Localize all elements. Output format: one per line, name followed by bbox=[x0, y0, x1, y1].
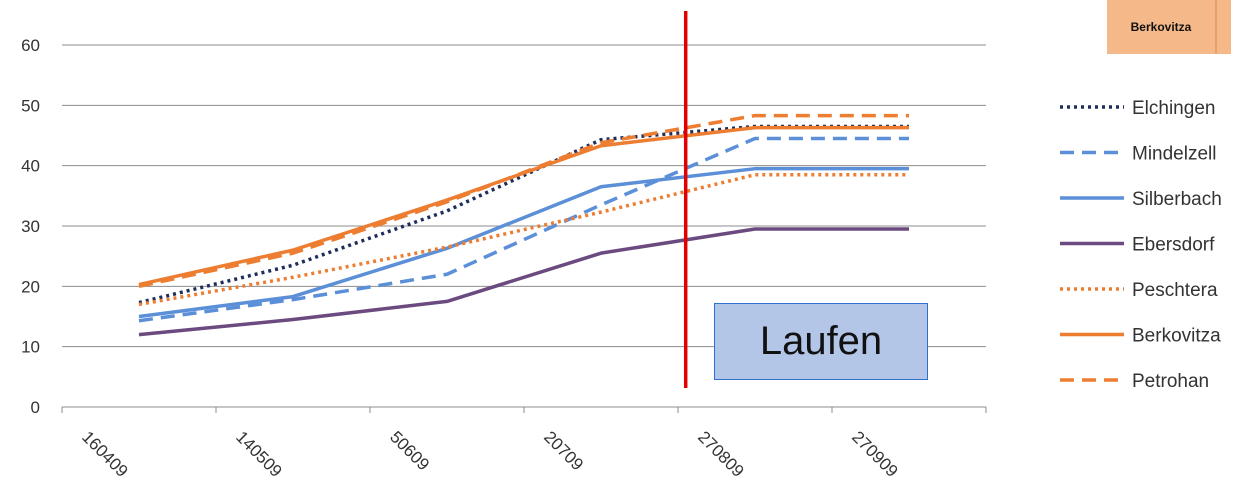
legend-label: Peschtera bbox=[1132, 280, 1218, 301]
tag-edge bbox=[1217, 0, 1231, 54]
series-line bbox=[138, 136, 909, 323]
series-lines bbox=[138, 113, 909, 337]
laufen-label-box: Laufen bbox=[714, 303, 928, 380]
y-tick-label: 10 bbox=[21, 338, 40, 357]
x-axis-tick-labels: 160409 140509 50609 20709 270809 270909 bbox=[78, 427, 902, 481]
legend-label: Berkovitza bbox=[1132, 326, 1221, 347]
grid-lines bbox=[62, 44, 986, 348]
berkovitza-tag: Berkovitza bbox=[1107, 0, 1217, 54]
series-line bbox=[138, 166, 909, 319]
x-tick-label: 160409 bbox=[78, 427, 132, 481]
legend-label: Elchingen bbox=[1132, 98, 1215, 119]
series-line bbox=[138, 124, 909, 305]
y-tick-label: 40 bbox=[21, 157, 40, 176]
y-tick-label: 60 bbox=[21, 36, 40, 55]
y-tick-label: 30 bbox=[21, 217, 40, 236]
legend: Elchingen Mindelzell Silberbach Ebersdorf Pe… bbox=[1060, 98, 1222, 392]
x-tick-label: 270909 bbox=[848, 427, 902, 481]
legend-label: Petrohan bbox=[1132, 371, 1209, 392]
series-line bbox=[138, 227, 909, 337]
x-tick-label: 140509 bbox=[232, 427, 286, 481]
y-tick-label: 20 bbox=[21, 277, 40, 296]
y-axis-tick-labels: 0 10 20 30 40 50 60 bbox=[21, 36, 40, 417]
legend-label: Mindelzell bbox=[1132, 144, 1216, 165]
y-tick-label: 0 bbox=[31, 398, 40, 417]
x-tick-label: 20709 bbox=[540, 427, 587, 474]
series-line bbox=[138, 172, 909, 307]
series-line bbox=[138, 113, 909, 289]
y-tick-label: 50 bbox=[21, 96, 40, 115]
x-tick-label: 270809 bbox=[694, 427, 748, 481]
legend-label: Silberbach bbox=[1132, 189, 1222, 210]
x-axis bbox=[61, 406, 987, 413]
x-tick-label: 50609 bbox=[386, 427, 433, 474]
legend-label: Ebersdorf bbox=[1132, 235, 1215, 256]
